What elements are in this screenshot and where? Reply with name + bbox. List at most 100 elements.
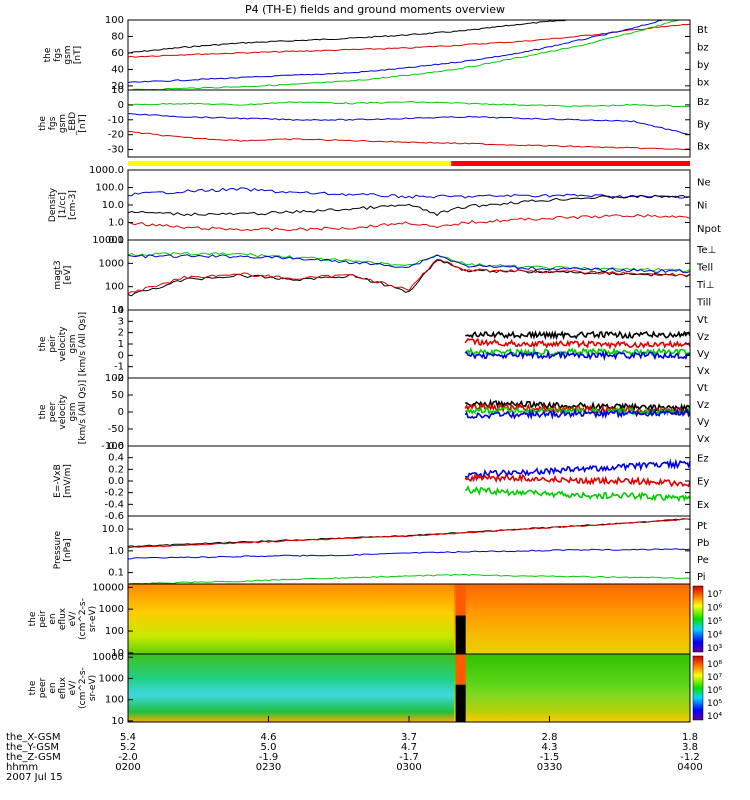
y-axis-label: the peer en eflux eV/(cm^2-s-sr-eV) xyxy=(28,667,98,709)
y-tick-label: 100 xyxy=(105,373,124,384)
spectrogram-region xyxy=(453,584,690,654)
y-axis-label-line: eflux xyxy=(58,607,68,630)
y-tick-label: 0 xyxy=(118,350,124,361)
y-tick-label: 1000 xyxy=(99,258,124,269)
y-tick-label: 0.0 xyxy=(108,476,124,487)
y-tick-label: -20 xyxy=(108,130,124,141)
y-tick-label: -50 xyxy=(108,424,124,435)
x-row-value: -1.7 xyxy=(399,752,419,763)
y-tick-label: 0 xyxy=(118,100,124,111)
x-row-value: 3.8 xyxy=(682,742,698,753)
y-axis-label-line: E=-VxB xyxy=(53,464,63,498)
y-axis-label-line: gsm xyxy=(68,402,78,421)
y-axis-label-line: eV/ xyxy=(68,611,78,627)
data-gap-top xyxy=(455,584,466,616)
series-pe xyxy=(127,573,691,585)
data-gap xyxy=(455,684,466,722)
y-axis-label: E=-VxB [mV/m] xyxy=(53,464,73,498)
x-row-value: -2.0 xyxy=(118,752,138,763)
y-tick-label: 1.0 xyxy=(108,218,124,229)
series-bx xyxy=(127,113,691,136)
y-axis-label-line: (cm^2-s- xyxy=(78,598,88,640)
y-axis-label-line: [nT] xyxy=(78,114,88,132)
legend-bz: bz xyxy=(697,43,709,54)
y-tick-label: 1000 xyxy=(99,604,124,615)
legend-pt: Pt xyxy=(697,521,707,532)
panel-7: 0.60.40.20.0-0.2-0.4-0.6 Ez Ey Ex E=-VxB [mV/… xyxy=(53,441,709,522)
series-pb xyxy=(127,518,691,549)
y-tick-label: 80 xyxy=(111,31,124,42)
panel-9: 10⁷ 10⁶ 10⁵ 10⁴ 10³ 10000 1000 100 10 the peir en ef… xyxy=(28,582,722,659)
series-vz xyxy=(464,337,691,350)
colorbar-tick: 10⁵ xyxy=(707,699,722,709)
y-axis-label-line: peir xyxy=(48,335,58,353)
y-tick-label: 100 xyxy=(105,282,124,293)
series-te xyxy=(127,258,691,294)
colorbar-tick: 10⁷ xyxy=(707,590,722,600)
y-tick-label: 1 xyxy=(118,339,124,350)
series-npot xyxy=(127,187,691,199)
x-row-value: 5.2 xyxy=(120,742,136,753)
legend-vt: Vt xyxy=(697,383,708,394)
y-axis-label-line: fgs xyxy=(48,116,58,130)
x-row-value: 0300 xyxy=(396,762,421,773)
y-axis-label-line: en xyxy=(48,613,58,624)
colorbar-tick: 10⁴ xyxy=(707,631,722,641)
y-tick-label: 0 xyxy=(118,407,124,418)
series-vy xyxy=(465,405,691,417)
legend-vx: Vx xyxy=(697,366,710,377)
y-tick-label: 10000 xyxy=(92,235,124,246)
y-axis-label-line: magt3 xyxy=(53,260,63,289)
y-axis-label-line: velocity xyxy=(58,394,68,430)
y-axis-label-line: the xyxy=(38,116,48,131)
series-ne xyxy=(127,214,691,232)
y-tick-label: 10 xyxy=(111,648,124,659)
colorbar xyxy=(692,655,704,721)
y-tick-label: -100 xyxy=(101,441,124,452)
panel-frame xyxy=(127,19,691,91)
y-axis-label-line: [km/s (All Qs)] xyxy=(78,380,88,444)
legend-vz: Vz xyxy=(697,332,709,343)
x-row-label: the_Z-GSM xyxy=(6,752,61,763)
x-row-value: 0230 xyxy=(256,762,281,773)
y-tick-label: -1 xyxy=(114,362,124,373)
series-ni xyxy=(127,194,691,217)
y-tick-label: -0.2 xyxy=(104,488,124,499)
x-row-value: -1.2 xyxy=(680,752,700,763)
legend-vt: Vt xyxy=(697,315,708,326)
y-tick-label: 60 xyxy=(111,48,124,59)
series-by xyxy=(127,100,691,108)
panel-4: 10000 1000 100 10 Te⊥ Tell Ti⊥ Till magt3 [eV] xyxy=(53,235,716,316)
y-axis-label-line: peir xyxy=(38,610,48,628)
x-row-value: 0200 xyxy=(115,762,140,773)
panel-3: 1000.0 100.0 10.0 1.0 0.1 Ne Ni Npot Density [1/c… xyxy=(48,165,721,246)
x-row-value: 2.8 xyxy=(542,732,558,743)
y-axis-label: magt3 [eV] xyxy=(53,260,73,289)
legend-ti: Ti⊥ xyxy=(696,280,714,291)
data-gap xyxy=(455,615,466,654)
legend-ni: Ni xyxy=(697,201,707,212)
series-ey xyxy=(465,484,691,503)
y-axis-label-line: the xyxy=(28,680,38,695)
legend-ex: Ex xyxy=(697,500,709,511)
y-axis-label-line: the xyxy=(38,336,48,351)
y-axis-label: the peir velocity gsm [km/s (All Qs)] xyxy=(38,312,88,376)
legend-vx: Vx xyxy=(697,434,710,445)
series-bt xyxy=(127,19,567,54)
series-vt xyxy=(465,330,691,341)
x-row-value: -1.5 xyxy=(540,752,560,763)
x-row-value: -1.9 xyxy=(259,752,279,763)
y-tick-label: 1.0 xyxy=(108,546,124,557)
y-axis-label-line: [km/s (All Qs)] xyxy=(78,312,88,376)
y-tick-label: 1000.0 xyxy=(89,165,124,176)
data-gap-top xyxy=(455,654,466,685)
y-tick-label: 100 xyxy=(105,626,124,637)
y-tick-label: 0.6 xyxy=(108,441,124,452)
legend-bt: Bt xyxy=(697,25,708,36)
y-axis-label-line: [eV] xyxy=(63,266,73,285)
y-axis-label-line: peer xyxy=(38,677,48,698)
y-axis-label-line: gsm xyxy=(58,114,68,133)
y-axis-label: Pressure [nPa] xyxy=(53,530,73,569)
panel-frame xyxy=(127,169,691,241)
